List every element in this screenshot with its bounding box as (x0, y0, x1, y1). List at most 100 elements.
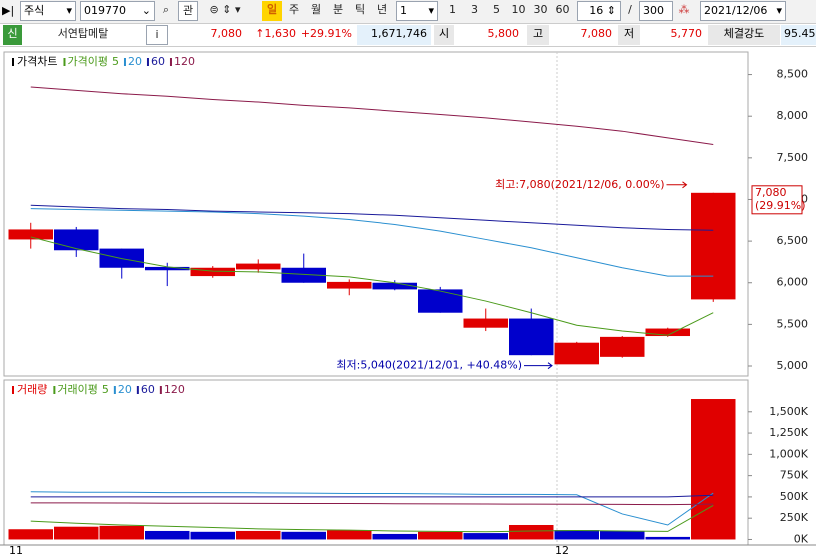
volume-bar (190, 531, 235, 540)
minute-button[interactable]: 5 (493, 3, 500, 16)
legend-swatch (12, 386, 14, 394)
low-label: 최저:5,040(2021/12/01, +40.48%) (336, 359, 522, 372)
y-tick-label: 5,500 (777, 317, 809, 330)
code: 019770 (84, 4, 126, 17)
legend-entry: 60 (141, 383, 155, 396)
strength: 95.45 (781, 25, 816, 45)
minute-button[interactable]: 30 (533, 3, 548, 16)
count: 16 (589, 4, 604, 17)
high-arrow (666, 181, 688, 189)
interval: 1 (400, 4, 407, 17)
slash: / (628, 3, 632, 16)
volume-bar (8, 529, 53, 540)
gwan-button[interactable]: 관 (178, 1, 198, 21)
volume-bar (645, 536, 690, 540)
y-tick-label: 5,000 (777, 359, 809, 372)
count-input[interactable]: 16 ⇕ (577, 1, 621, 21)
legend-entry: 20 (128, 55, 142, 68)
candle-body (327, 281, 372, 289)
legend-entry: 20 (118, 383, 132, 396)
minute-button[interactable]: 60 (555, 3, 570, 16)
legend-swatch (123, 58, 126, 66)
last-price: 7,080 (755, 186, 787, 199)
low-label: 저 (618, 25, 640, 45)
candle-body (463, 318, 508, 328)
volume-bar (236, 530, 281, 540)
price-panel (3, 51, 749, 377)
legend-title: 가격차트 (17, 55, 57, 68)
volume-bar (327, 530, 372, 540)
ma-line (30, 86, 714, 146)
legend-swatch (113, 386, 116, 394)
rate: +29.91% (300, 27, 352, 40)
candle-body (8, 229, 53, 240)
legend-swatch (169, 58, 172, 66)
candle-body (190, 267, 235, 277)
minute-button[interactable]: 10 (511, 3, 526, 16)
candle-body (281, 267, 326, 283)
volume-bar (554, 530, 599, 540)
last-price-box (751, 185, 803, 215)
y-tick-label: 6,000 (777, 276, 809, 289)
settings-icon[interactable]: ⁂ (678, 3, 690, 16)
y-tick-label: 500K (780, 490, 809, 503)
badge: 신 (3, 25, 22, 45)
candle-body (418, 289, 463, 313)
period-button[interactable]: 틱 (354, 3, 366, 16)
ma-line (30, 208, 714, 277)
y-tick-label: 1,000K (769, 447, 808, 460)
y-tick-label: 8,500 (777, 68, 809, 81)
code-input[interactable]: 019770 ⌄ (80, 1, 155, 21)
low: 5,770 (670, 27, 703, 40)
y-tick-label: 8,000 (777, 109, 809, 122)
period-button[interactable]: 분 (332, 3, 344, 16)
period-button[interactable]: 월 (310, 3, 322, 16)
legend-entry: 5 (102, 383, 109, 396)
last-change: (29.91%) (755, 199, 806, 212)
y-tick-label: 1,500K (769, 405, 808, 418)
nav-icon[interactable]: ▶| (2, 4, 15, 17)
candle-body (509, 318, 554, 356)
y-tick-label: 250K (780, 511, 809, 524)
minute-button[interactable]: 3 (471, 3, 478, 16)
ma-line (30, 504, 714, 533)
candle-body (145, 266, 190, 271)
low-arrow (524, 362, 553, 370)
interval-select[interactable]: 1 ▾ (396, 1, 438, 21)
volume-bar (509, 524, 554, 540)
legend-entry: 5 (112, 55, 119, 68)
volume-bar (372, 533, 417, 540)
period-button[interactable]: 주 (288, 3, 300, 16)
legend-swatch (136, 386, 139, 394)
volume-bar (691, 399, 736, 540)
price: 7,080 (210, 27, 243, 40)
ma-line (30, 204, 714, 231)
date: 2021/12/06 (704, 4, 768, 17)
legend-swatch (12, 58, 14, 66)
search-button[interactable]: ⌕ (162, 3, 170, 16)
high: 7,080 (580, 27, 613, 40)
candle-body (372, 282, 417, 290)
period-button[interactable]: 일 (262, 1, 282, 21)
legend-ma-title: 가격이평 (67, 55, 107, 68)
y-tick-label: 750K (780, 469, 809, 482)
legend-title: 거래량 (17, 383, 47, 396)
info-button[interactable]: i (146, 25, 168, 45)
change: ↑1,630 (255, 27, 296, 40)
y-tick-label: 0K (794, 532, 809, 545)
minute-button[interactable]: 1 (449, 3, 456, 16)
volume: 1,671,746 (357, 25, 431, 45)
candle-body (54, 229, 99, 251)
volume-bar (145, 530, 190, 540)
tool-icons[interactable]: ⊜ ⇕ ▾ (209, 3, 241, 16)
market-select[interactable]: 주식 ▾ (20, 1, 76, 21)
legend-entry: 120 (164, 383, 185, 396)
volume-panel (3, 379, 749, 546)
volume-bar (99, 525, 144, 540)
period-button[interactable]: 년 (376, 3, 388, 16)
ma-line (30, 494, 714, 498)
total-input[interactable]: 300 (639, 1, 673, 21)
date-input[interactable]: 2021/12/06 ▾ (700, 1, 786, 21)
legend-swatch (146, 58, 149, 66)
